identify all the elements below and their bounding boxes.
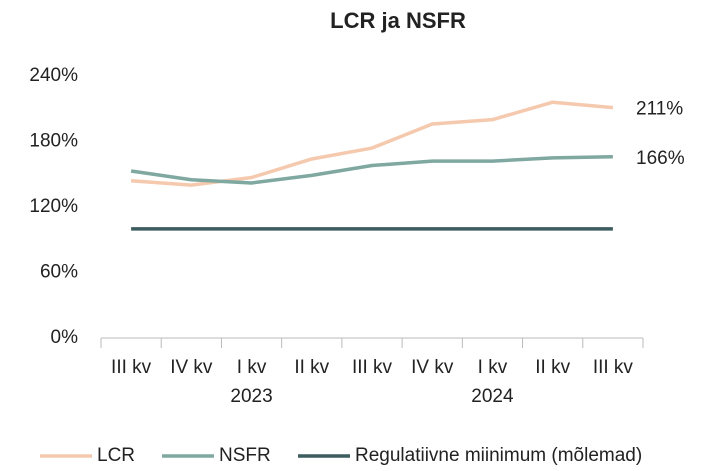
x-tick-label: IV kv: [170, 357, 213, 378]
data-label: 211%: [636, 99, 683, 120]
x-tick-label: III kv: [593, 357, 634, 378]
x-group-label: 2023: [230, 386, 272, 407]
x-tick-label: III kv: [352, 357, 393, 378]
data-label: 166%: [636, 148, 685, 169]
x-tick-label: III kv: [111, 357, 152, 378]
series-line: [130, 155, 613, 185]
legend-label: Regulatiivne miinimum (mõlemad): [355, 445, 642, 466]
chart-title: LCR ja NSFR: [330, 8, 466, 33]
y-tick-label: 120%: [29, 196, 78, 217]
y-tick-label: 180%: [29, 131, 78, 152]
x-tick-label: IV kv: [411, 357, 454, 378]
x-tick-label: II kv: [535, 357, 570, 378]
y-tick-label: 60%: [40, 262, 78, 283]
legend-label: LCR: [97, 445, 135, 466]
series-line: [130, 100, 614, 187]
legend-label: NSFR: [219, 445, 271, 466]
x-tick-label: I kv: [478, 357, 508, 378]
y-tick-label: 240%: [29, 65, 78, 86]
x-tick-label: I kv: [237, 357, 267, 378]
y-tick-label: 0%: [51, 327, 79, 348]
x-tick-label: II kv: [294, 357, 329, 378]
x-group-label: 2024: [471, 386, 514, 407]
